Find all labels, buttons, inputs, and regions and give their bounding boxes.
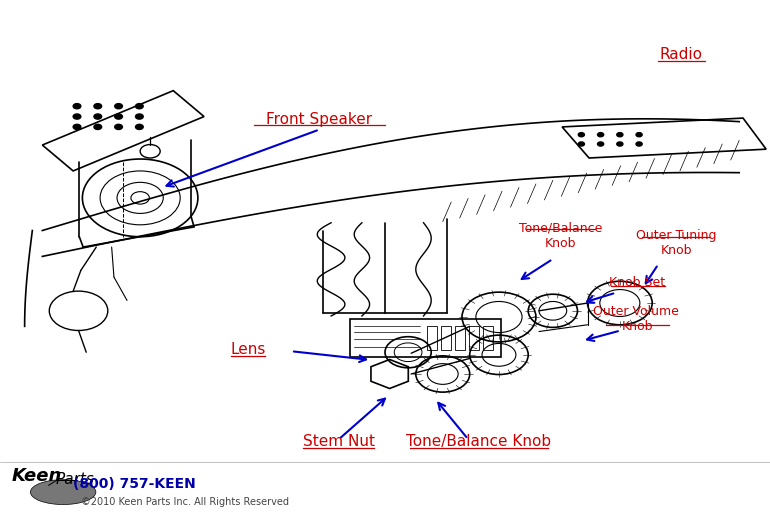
- Text: Tone/Balance Knob: Tone/Balance Knob: [407, 434, 551, 449]
- Text: Front Speaker: Front Speaker: [266, 112, 373, 126]
- Text: Radio: Radio: [660, 47, 703, 62]
- Circle shape: [598, 133, 604, 137]
- Bar: [483, 326, 493, 350]
- Text: Outer Tuning
Knob: Outer Tuning Knob: [636, 229, 716, 257]
- Bar: [350, 319, 500, 357]
- Circle shape: [636, 142, 642, 146]
- Circle shape: [136, 114, 143, 119]
- Text: ©2010 Keen Parts Inc. All Rights Reserved: ©2010 Keen Parts Inc. All Rights Reserve…: [81, 497, 289, 508]
- Bar: [469, 326, 479, 350]
- Circle shape: [617, 142, 623, 146]
- Bar: [427, 326, 437, 350]
- Circle shape: [73, 124, 81, 130]
- Circle shape: [578, 142, 584, 146]
- Circle shape: [115, 114, 122, 119]
- Ellipse shape: [31, 480, 96, 505]
- Circle shape: [73, 114, 81, 119]
- Text: (800) 757-KEEN: (800) 757-KEEN: [73, 477, 196, 492]
- Circle shape: [136, 104, 143, 109]
- Circle shape: [578, 133, 584, 137]
- Bar: [441, 326, 451, 350]
- Circle shape: [73, 104, 81, 109]
- Circle shape: [94, 104, 102, 109]
- Text: Tone/Balance
Knob: Tone/Balance Knob: [519, 222, 602, 250]
- Circle shape: [94, 124, 102, 130]
- Text: Keen: Keen: [12, 467, 62, 484]
- Text: Knob Set: Knob Set: [610, 276, 665, 289]
- Text: Outer Volume 
Knob: Outer Volume Knob: [593, 305, 682, 333]
- Circle shape: [94, 114, 102, 119]
- Circle shape: [598, 142, 604, 146]
- Bar: [455, 326, 465, 350]
- Circle shape: [115, 124, 122, 130]
- Text: Lens: Lens: [230, 342, 266, 357]
- Circle shape: [636, 133, 642, 137]
- Text: Parts: Parts: [56, 472, 95, 487]
- Circle shape: [115, 104, 122, 109]
- Circle shape: [617, 133, 623, 137]
- Circle shape: [136, 124, 143, 130]
- Text: Stem Nut: Stem Nut: [303, 434, 375, 449]
